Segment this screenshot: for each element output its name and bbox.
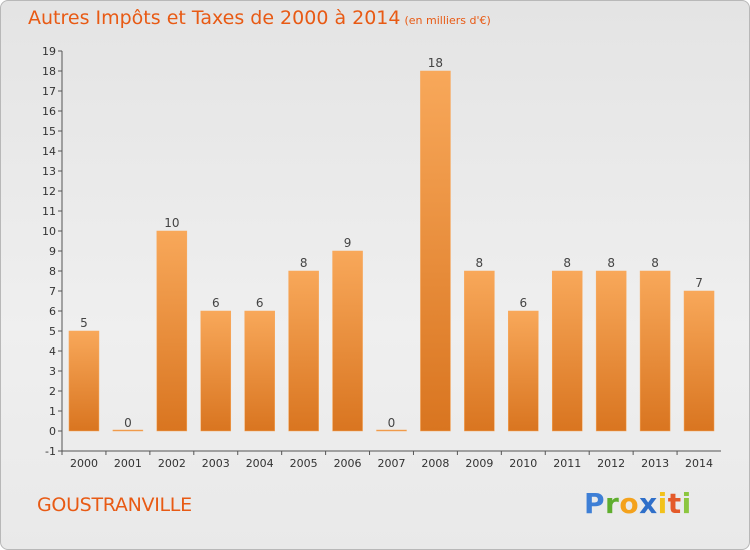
y-tick-label: 7 — [49, 285, 56, 298]
value-label-2002: 10 — [164, 216, 179, 230]
bar-2010 — [508, 310, 539, 432]
y-tick-label: 0 — [49, 425, 56, 438]
bar-2006 — [332, 250, 363, 432]
value-label-2009: 8 — [476, 256, 484, 270]
bar-2001 — [112, 429, 144, 432]
value-label-2013: 8 — [651, 256, 659, 270]
title-text: Autres Impôts et Taxes de 2000 à 2014 — [28, 7, 401, 29]
bar-2009 — [464, 270, 495, 432]
value-label-2011: 8 — [563, 256, 571, 270]
y-tick-label: 2 — [49, 385, 56, 398]
value-label-2008: 18 — [428, 56, 443, 70]
bar-2013 — [639, 270, 671, 432]
y-tick-label: 6 — [49, 305, 56, 318]
bar-2007 — [376, 429, 407, 432]
town-name: GOUSTRANVILLE — [37, 494, 192, 516]
value-label-2004: 6 — [256, 296, 264, 310]
y-tick-label: -1 — [45, 445, 56, 458]
x-tick-label: 2002 — [158, 457, 186, 470]
bar-2011 — [551, 270, 583, 432]
x-tick-label: 2000 — [70, 457, 98, 470]
bar-2000 — [68, 330, 100, 432]
value-label-2012: 8 — [607, 256, 615, 270]
x-tick-label: 2012 — [597, 457, 625, 470]
x-tick-label: 2010 — [509, 457, 537, 470]
value-label-2010: 6 — [519, 296, 527, 310]
y-tick-label: 10 — [42, 225, 56, 238]
x-tick-label: 2014 — [685, 457, 713, 470]
bar-2012 — [595, 270, 627, 432]
bar-2003 — [200, 310, 232, 432]
x-tick-label: 2005 — [290, 457, 318, 470]
x-tick-label: 2003 — [202, 457, 230, 470]
value-label-2001: 0 — [124, 416, 132, 430]
y-tick-label: 1 — [49, 405, 56, 418]
x-tick-label: 2013 — [641, 457, 669, 470]
x-tick-label: 2004 — [246, 457, 274, 470]
value-label-2005: 8 — [300, 256, 308, 270]
proxiti-logo: Proxiti — [584, 487, 692, 520]
value-label-2006: 9 — [344, 236, 352, 250]
bar-2008 — [420, 70, 451, 432]
y-tick-label: 8 — [49, 265, 56, 278]
y-tick-label: 13 — [42, 165, 56, 178]
y-tick-label: 16 — [42, 105, 56, 118]
y-tick-label: 18 — [42, 65, 56, 78]
y-tick-label: 9 — [49, 245, 56, 258]
y-tick-label: 3 — [49, 365, 56, 378]
x-tick-label: 2006 — [334, 457, 362, 470]
bar-2004 — [244, 310, 275, 432]
x-tick-label: 2011 — [553, 457, 581, 470]
y-tick-label: 15 — [42, 125, 56, 138]
value-label-2000: 5 — [80, 316, 88, 330]
title-unit: (en milliers d'€) — [404, 14, 491, 27]
x-tick-label: 2007 — [378, 457, 406, 470]
y-tick-label: 12 — [42, 185, 56, 198]
bar-2002 — [156, 230, 188, 432]
x-tick-label: 2009 — [465, 457, 493, 470]
y-tick-label: 4 — [49, 345, 56, 358]
y-tick-label: 14 — [42, 145, 56, 158]
chart-title: Autres Impôts et Taxes de 2000 à 2014 (en… — [28, 7, 491, 29]
y-tick-label: 11 — [42, 205, 56, 218]
y-tick-label: 17 — [42, 85, 56, 98]
bar-2005 — [288, 270, 319, 432]
x-tick-label: 2008 — [421, 457, 449, 470]
value-label-2007: 0 — [388, 416, 396, 430]
bar-2014 — [683, 290, 715, 432]
value-label-2003: 6 — [212, 296, 220, 310]
x-tick-label: 2001 — [114, 457, 142, 470]
y-tick-label: 5 — [49, 325, 56, 338]
y-tick-label: 19 — [42, 45, 56, 58]
value-label-2014: 7 — [695, 276, 703, 290]
